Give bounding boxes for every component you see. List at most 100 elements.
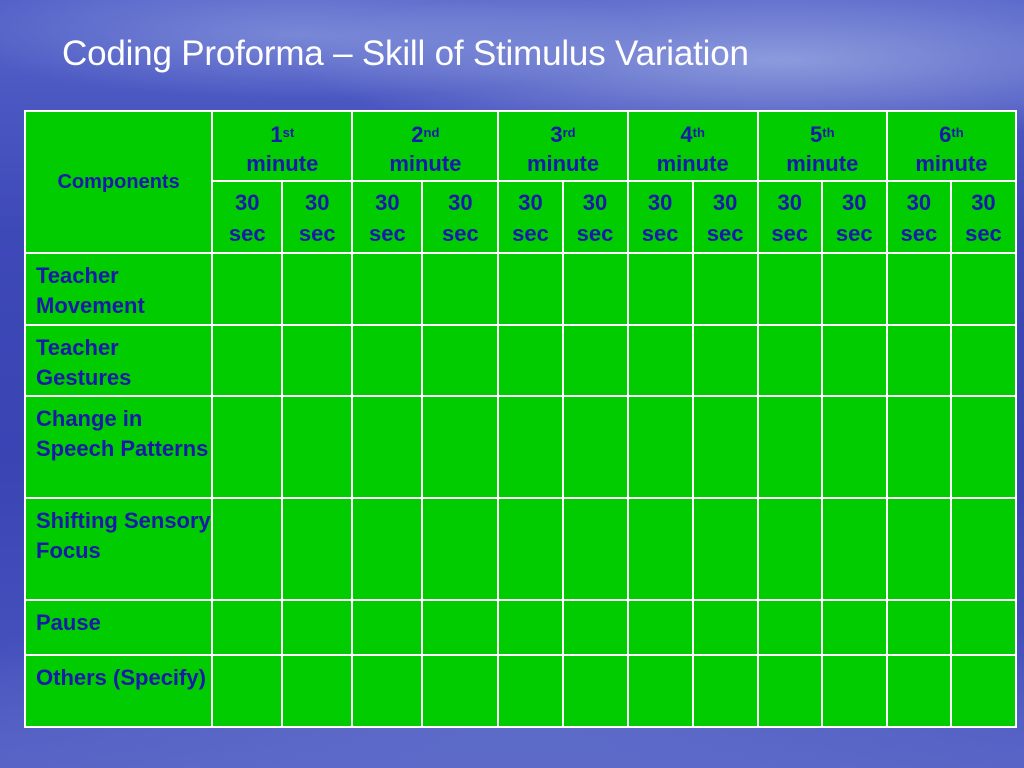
coding-cell[interactable] <box>820 324 888 397</box>
coding-cell[interactable] <box>885 654 952 728</box>
seconds-header-row: 30 sec 30 sec 30 sec 30 sec 30 sec 30 sec 30 se… <box>25 180 1018 254</box>
coding-cell[interactable] <box>756 599 823 656</box>
coding-cell[interactable] <box>691 497 759 601</box>
coding-cell[interactable] <box>421 497 500 601</box>
minute-number: 6 <box>939 122 952 147</box>
coding-cell[interactable] <box>351 497 424 601</box>
table-row: Pause <box>23 599 1018 656</box>
coding-cell[interactable] <box>497 654 564 728</box>
coding-cell[interactable] <box>691 324 759 397</box>
components-header: Components <box>23 110 214 254</box>
coding-cell[interactable] <box>421 252 500 326</box>
sec-header-5a: 30 sec <box>756 180 823 254</box>
coding-cell[interactable] <box>211 395 284 499</box>
minute-number: 3 <box>550 122 563 147</box>
sec-header-4b: 30 sec <box>691 180 759 254</box>
minute-ordinal-suffix: th <box>822 125 835 140</box>
coding-cell[interactable] <box>626 497 694 601</box>
minute-header-2: 2nd minute <box>351 110 500 182</box>
coding-cell[interactable] <box>211 654 284 728</box>
row-label-teacher-movement: Teacher Movement <box>23 252 214 326</box>
coding-cell[interactable] <box>885 599 952 656</box>
coding-cell[interactable] <box>626 395 694 499</box>
coding-cell[interactable] <box>421 395 500 499</box>
proforma-body: Teacher Movement Teacher Gestures Change… <box>23 252 1018 728</box>
coding-cell[interactable] <box>497 324 564 397</box>
coding-cell[interactable] <box>820 497 888 601</box>
coding-cell[interactable] <box>497 395 564 499</box>
coding-cell[interactable] <box>949 497 1018 601</box>
minute-word: minute <box>526 151 600 176</box>
coding-cell[interactable] <box>497 252 564 326</box>
coding-cell[interactable] <box>626 654 694 728</box>
minute-word: minute <box>915 151 988 176</box>
coding-cell[interactable] <box>820 599 888 656</box>
coding-cell[interactable] <box>949 395 1018 499</box>
coding-cell[interactable] <box>885 252 952 326</box>
sec-header-1a: 30 sec <box>211 180 284 254</box>
coding-cell[interactable] <box>351 252 424 326</box>
coding-cell[interactable] <box>691 395 759 499</box>
coding-cell[interactable] <box>211 324 284 397</box>
coding-proforma-table: Components 1st minute 2nd minute 3rd minute… <box>23 110 1018 728</box>
coding-cell[interactable] <box>281 395 354 499</box>
coding-cell[interactable] <box>561 599 629 656</box>
coding-cell[interactable] <box>421 599 500 656</box>
coding-cell[interactable] <box>561 497 629 601</box>
minute-word: minute <box>786 151 859 176</box>
sec-header-1b: 30 sec <box>281 180 354 254</box>
coding-cell[interactable] <box>949 654 1018 728</box>
row-label-others-specify: Others (Specify) <box>23 654 214 728</box>
slide-title: Coding Proforma – Skill of Stimulus Vari… <box>62 34 749 73</box>
coding-cell[interactable] <box>820 395 888 499</box>
minute-word: minute <box>656 151 729 176</box>
coding-cell[interactable] <box>691 599 759 656</box>
coding-cell[interactable] <box>497 599 564 656</box>
coding-cell[interactable] <box>281 599 354 656</box>
coding-cell[interactable] <box>561 654 629 728</box>
minute-header-4: 4th minute <box>626 110 759 182</box>
coding-cell[interactable] <box>691 654 759 728</box>
minute-header-6: 6th minute <box>885 110 1018 182</box>
coding-cell[interactable] <box>351 395 424 499</box>
minute-ordinal-suffix: th <box>692 125 705 140</box>
coding-cell[interactable] <box>351 324 424 397</box>
coding-cell[interactable] <box>949 324 1018 397</box>
coding-cell[interactable] <box>421 324 500 397</box>
coding-cell[interactable] <box>351 654 424 728</box>
coding-cell[interactable] <box>281 654 354 728</box>
coding-cell[interactable] <box>497 497 564 601</box>
coding-cell[interactable] <box>626 252 694 326</box>
coding-cell[interactable] <box>756 654 823 728</box>
sec-header-4a: 30 sec <box>626 180 694 254</box>
coding-cell[interactable] <box>885 395 952 499</box>
coding-cell[interactable] <box>211 599 284 656</box>
coding-cell[interactable] <box>756 324 823 397</box>
coding-cell[interactable] <box>421 654 500 728</box>
table-row: Teacher Movement <box>23 252 1018 326</box>
coding-cell[interactable] <box>211 252 284 326</box>
coding-cell[interactable] <box>351 599 424 656</box>
coding-cell[interactable] <box>949 252 1018 326</box>
coding-cell[interactable] <box>626 599 694 656</box>
coding-cell[interactable] <box>949 599 1018 656</box>
coding-cell[interactable] <box>820 252 888 326</box>
minute-word: minute <box>389 151 462 176</box>
coding-cell[interactable] <box>756 252 823 326</box>
coding-cell[interactable] <box>281 497 354 601</box>
coding-cell[interactable] <box>626 324 694 397</box>
coding-cell[interactable] <box>561 324 629 397</box>
coding-cell[interactable] <box>281 252 354 326</box>
minute-number: 2 <box>411 122 424 147</box>
table-row: Others (Specify) <box>23 654 1018 728</box>
coding-cell[interactable] <box>756 497 823 601</box>
coding-cell[interactable] <box>211 497 284 601</box>
coding-cell[interactable] <box>756 395 823 499</box>
coding-cell[interactable] <box>561 395 629 499</box>
coding-cell[interactable] <box>561 252 629 326</box>
coding-cell[interactable] <box>820 654 888 728</box>
coding-cell[interactable] <box>691 252 759 326</box>
coding-cell[interactable] <box>281 324 354 397</box>
coding-cell[interactable] <box>885 497 952 601</box>
coding-cell[interactable] <box>885 324 952 397</box>
